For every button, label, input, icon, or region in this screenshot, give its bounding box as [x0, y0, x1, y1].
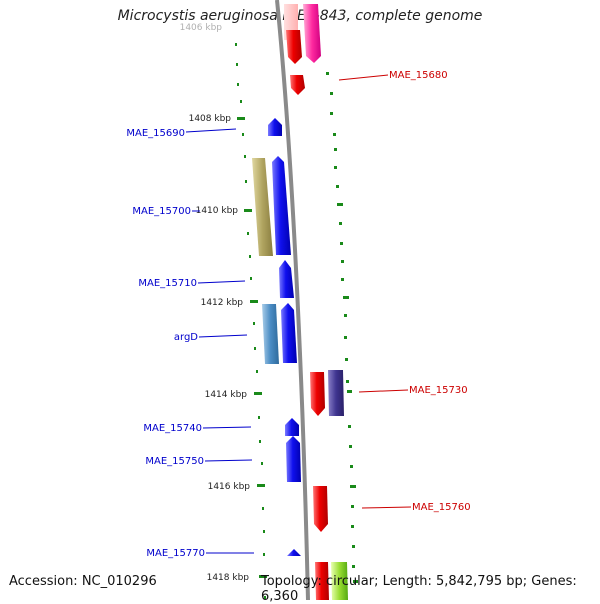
axis-label: 1414 kbp: [205, 390, 248, 400]
gene-label: MAE_15710: [138, 278, 197, 289]
gene-MAE_15730-b: [328, 370, 344, 416]
axis-label: 1408 kbp: [189, 114, 232, 124]
reverse-genes[interactable]: [284, 4, 348, 600]
gene-label: MAE_15760: [412, 502, 471, 513]
gene-argD: [281, 303, 297, 363]
left-gene-labels[interactable]: MAE_15690 MAE_15700 MAE_15710 argD MAE_1…: [126, 128, 254, 559]
gene-MAE_15710: [279, 260, 294, 298]
gene-label: MAE_15740: [143, 423, 202, 434]
gene-MAE_15690: [268, 118, 282, 136]
axis-labels: 1406 kbp 1408 kbp 1410 kbp 1412 kbp 1414…: [180, 23, 251, 583]
gene-bottom-red: [315, 562, 329, 600]
gene-label: MAE_15750: [145, 456, 204, 467]
gene-argD-aux: [262, 304, 279, 364]
accession-text: Accession: NC_010296: [9, 574, 157, 589]
gene-label: MAE_15700: [132, 206, 191, 217]
gene-label: MAE_15690: [126, 128, 185, 139]
gene-MAE_15740: [285, 418, 299, 436]
gene-label: MAE_15770: [146, 548, 205, 559]
gene-label: argD: [174, 332, 198, 343]
genome-backbone: [275, 0, 310, 600]
right-gene-labels[interactable]: MAE_15680 MAE_15730 MAE_15760: [338, 70, 471, 513]
gene-MAE_15700-aux: [252, 158, 273, 256]
gene-label: MAE_15730: [409, 385, 468, 396]
axis-label: 1406 kbp: [180, 23, 223, 33]
gene-pink-top: [303, 4, 321, 63]
gene-MAE_15770: [287, 549, 301, 556]
gene-MAE_15700: [272, 156, 291, 255]
forward-genes[interactable]: [252, 118, 301, 556]
axis-label: 1410 kbp: [196, 206, 239, 216]
outer-tick-track: [326, 72, 358, 583]
axis-label: 1416 kbp: [208, 482, 251, 492]
axis-label: 1418 kbp: [207, 573, 250, 583]
gene-MAE_15680: [290, 75, 305, 95]
gene-MAE_15760: [313, 486, 328, 532]
map-title: Microcystis aeruginosa NIES-843, complet…: [117, 8, 483, 24]
gene-label: MAE_15680: [389, 70, 448, 81]
axis-label: 1412 kbp: [201, 298, 244, 308]
gene-MAE_15750: [286, 436, 301, 482]
inner-tick-track: [235, 43, 267, 599]
gene-MAE_15730-a: [310, 372, 325, 416]
gene-red-top: [286, 30, 302, 64]
gene-bottom-lime: [331, 562, 348, 600]
